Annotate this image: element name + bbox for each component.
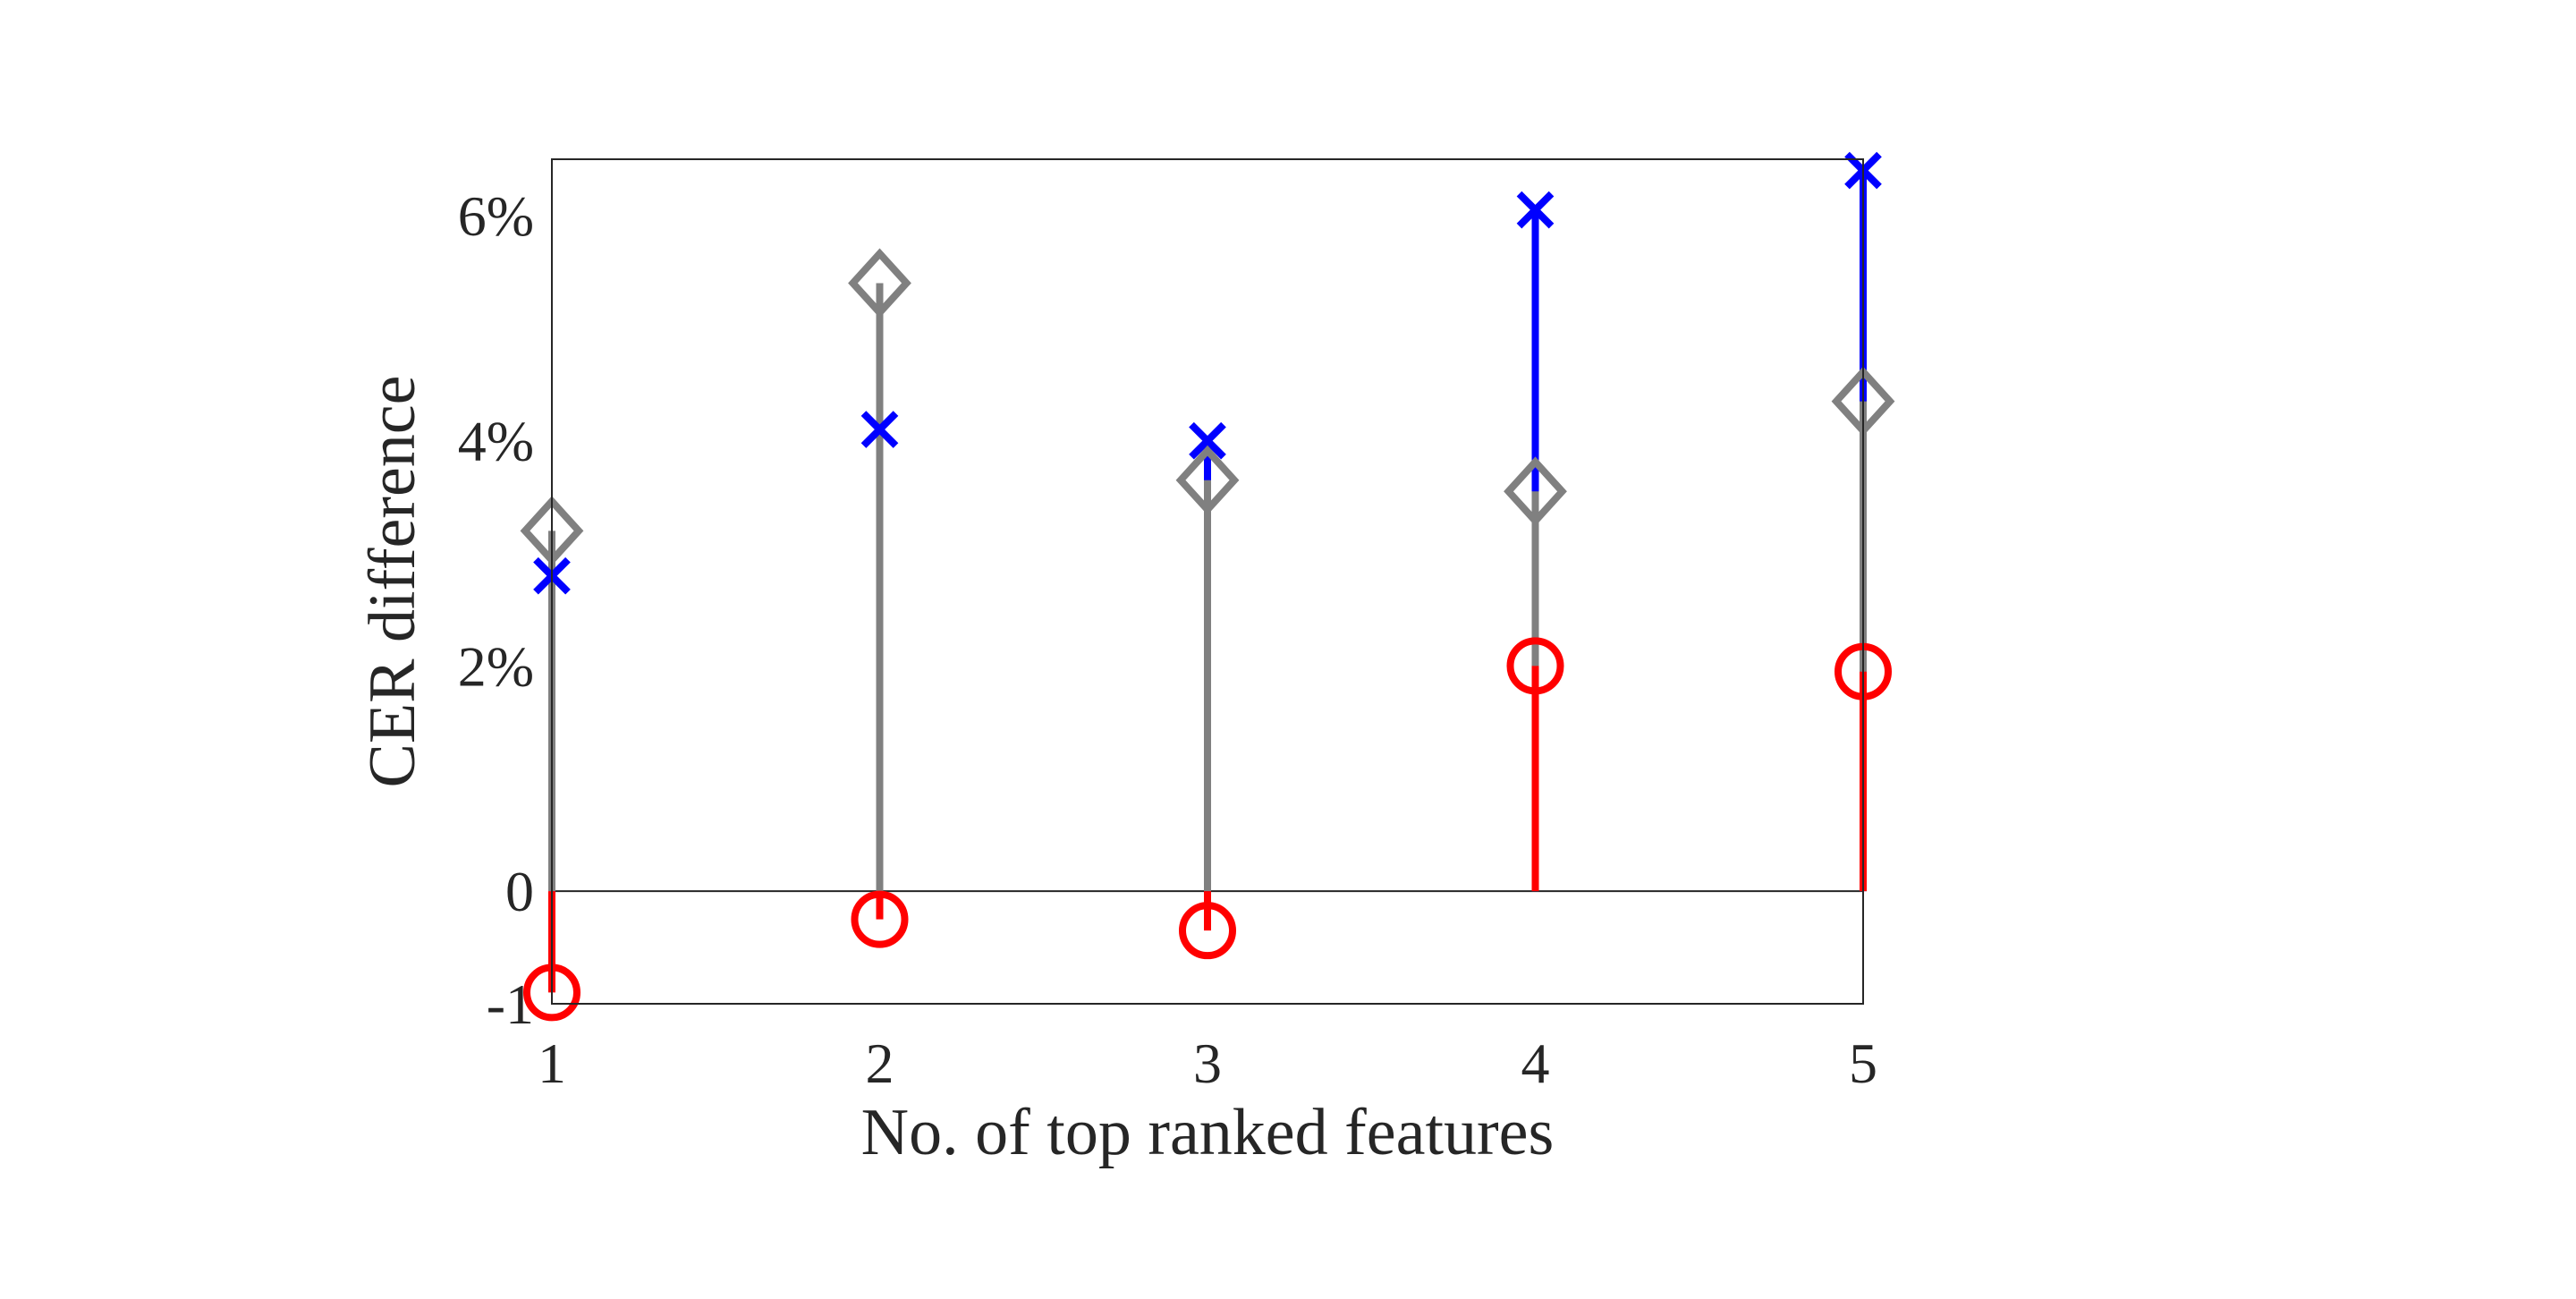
x-tick-label: 2 <box>866 1032 894 1095</box>
y-axis-title: CER difference <box>356 376 429 788</box>
diamond-marker <box>1504 456 1567 527</box>
plot-frame <box>551 158 1864 1005</box>
y-tick-label: 4% <box>458 410 534 473</box>
circle-marker <box>1506 637 1564 695</box>
x-marker <box>1516 191 1555 229</box>
x-tick-label: 1 <box>538 1032 566 1095</box>
circle-marker <box>851 890 909 948</box>
y-tick-label: 2% <box>458 634 534 698</box>
x-tick-label: 5 <box>1849 1032 1877 1095</box>
y-tick-label: 0 <box>505 860 534 923</box>
diamond-marker <box>1175 445 1240 515</box>
y-tick-labels: -1 0 2% 4% 6% <box>458 184 534 1036</box>
y-tick-label: -1 <box>487 972 534 1036</box>
circle-marker <box>1179 902 1236 960</box>
x-marker-stroke <box>860 411 899 448</box>
x-tick-label: 4 <box>1521 1032 1550 1095</box>
x-marker-stroke <box>1516 191 1555 229</box>
x-marker <box>1189 421 1226 460</box>
x-marker <box>860 411 899 448</box>
x-marker-stroke <box>1189 421 1226 460</box>
x-axis-title: No. of top ranked features <box>861 1096 1555 1169</box>
y-tick-label: 6% <box>458 184 534 248</box>
x-tick-label: 3 <box>1193 1032 1222 1095</box>
diamond-marker <box>848 248 911 318</box>
x-tick-labels: 1 2 3 4 5 <box>538 1032 1877 1095</box>
